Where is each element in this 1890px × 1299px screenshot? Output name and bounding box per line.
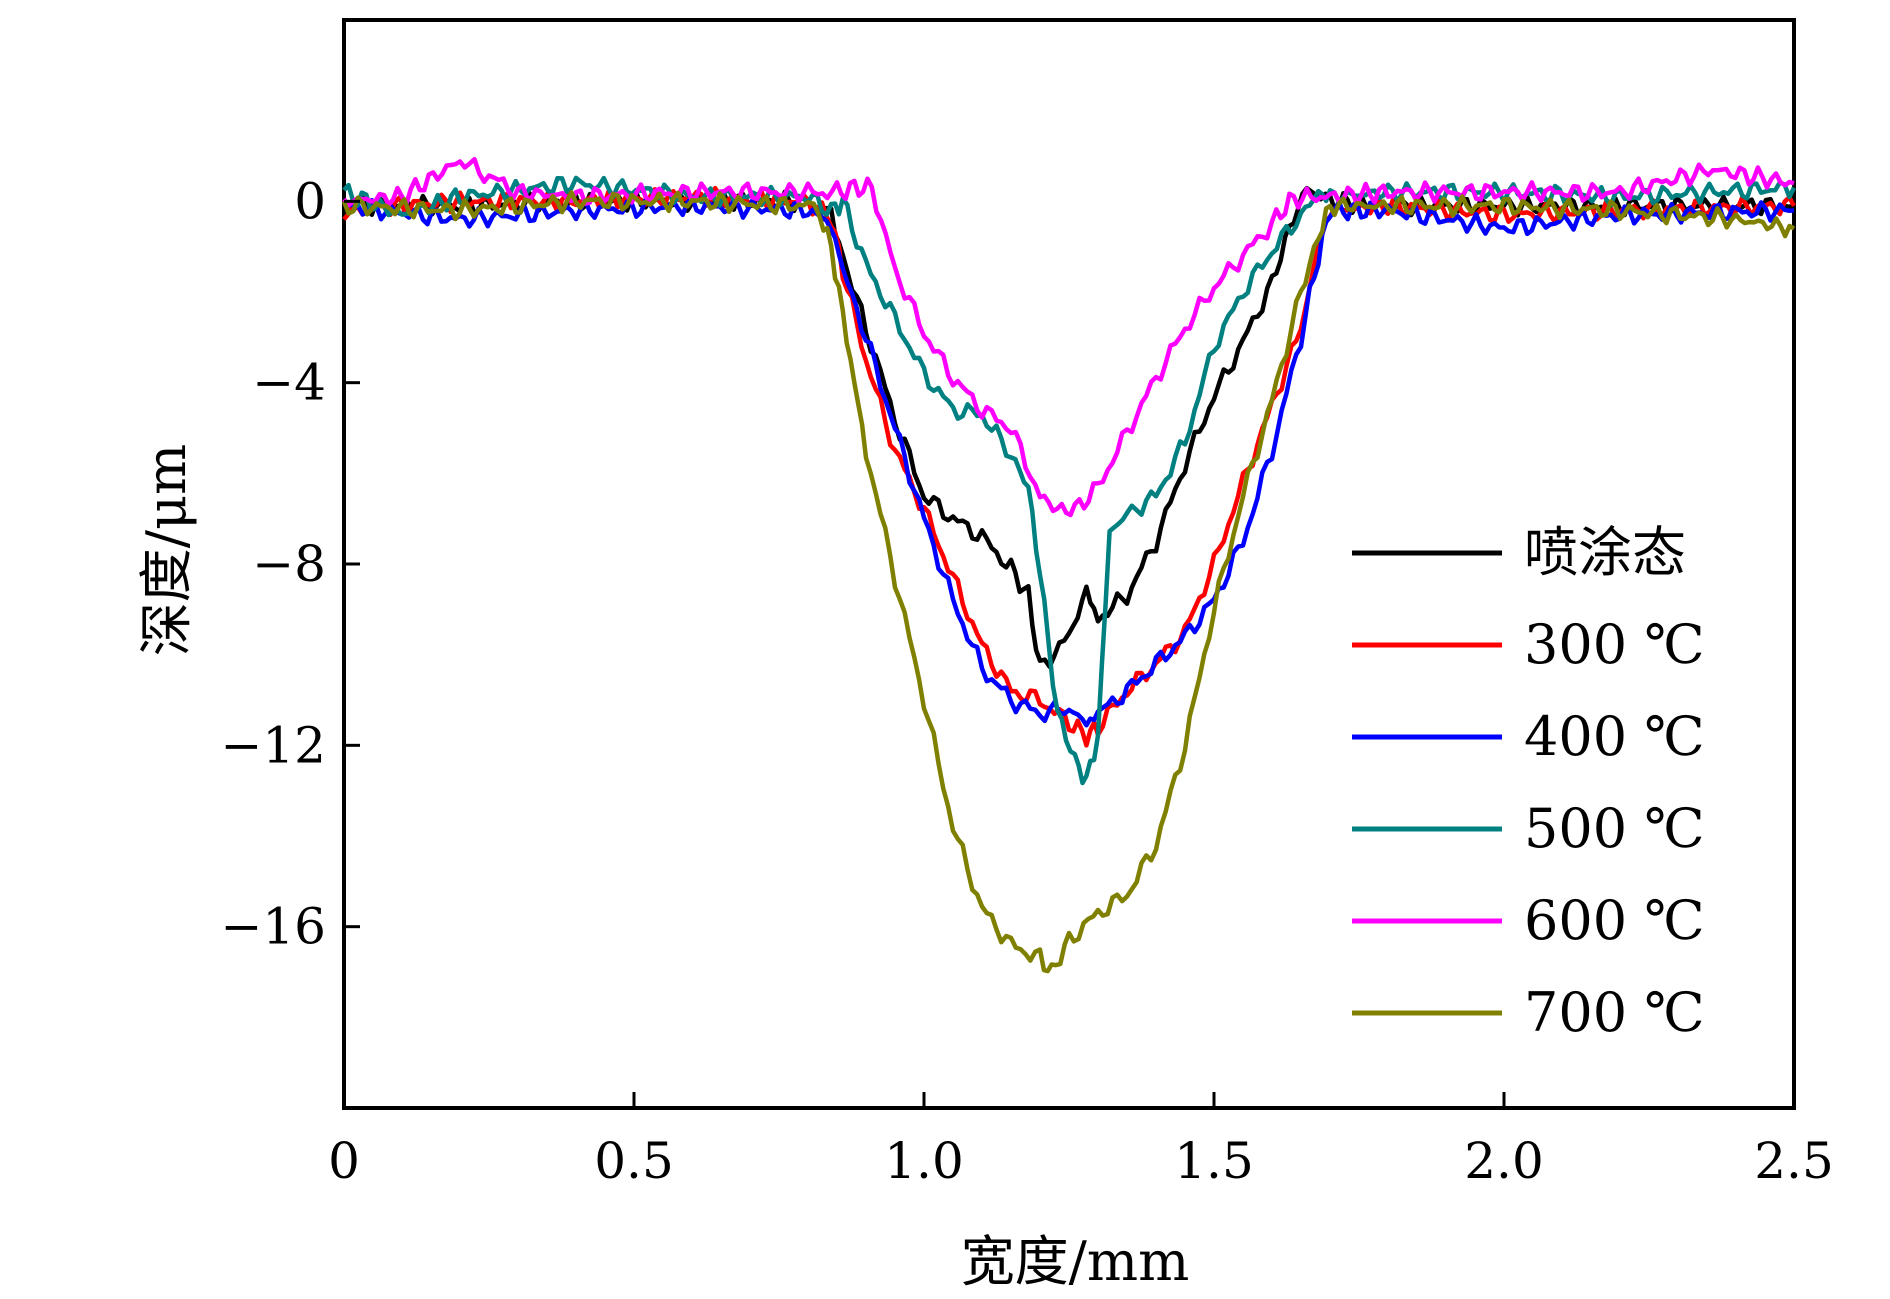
y-tick-label: −12 — [220, 716, 326, 774]
series-line — [343, 185, 1795, 670]
ticks-layer: 0 0.5 1.0 1.5 2.0 2.5 0 −4 −8 −12 −16 — [220, 172, 1833, 1190]
legend-label: 500 ℃ — [1524, 797, 1705, 860]
legend-label: 700 ℃ — [1524, 981, 1705, 1044]
x-axis-title: 宽度/mm — [961, 1230, 1190, 1293]
y-tick-label: −4 — [252, 354, 326, 412]
x-tick-label: 1.0 — [884, 1132, 964, 1190]
legend-label: 喷涂态 — [1524, 521, 1686, 584]
series-layer — [341, 156, 1797, 974]
legend: 喷涂态 300 ℃ 400 ℃ 500 ℃ 600 ℃ 700 ℃ — [1352, 521, 1705, 1044]
series-line — [342, 175, 1797, 786]
x-tick-label: 2.5 — [1754, 1132, 1834, 1190]
y-tick-label: −8 — [252, 535, 326, 593]
x-tick-label: 2.0 — [1464, 1132, 1544, 1190]
x-tick-label: 1.5 — [1174, 1132, 1254, 1190]
legend-label: 400 ℃ — [1524, 705, 1705, 768]
y-tick-label: 0 — [294, 172, 326, 230]
legend-label: 300 ℃ — [1524, 613, 1705, 676]
x-tick-label: 0 — [328, 1132, 360, 1190]
x-tick-label: 0.5 — [594, 1132, 674, 1190]
series-line — [341, 189, 1796, 974]
y-axis-title: 深度/μm — [135, 444, 198, 657]
y-tick-label: −16 — [220, 898, 326, 956]
series-line — [342, 156, 1795, 518]
legend-label: 600 ℃ — [1524, 889, 1705, 952]
